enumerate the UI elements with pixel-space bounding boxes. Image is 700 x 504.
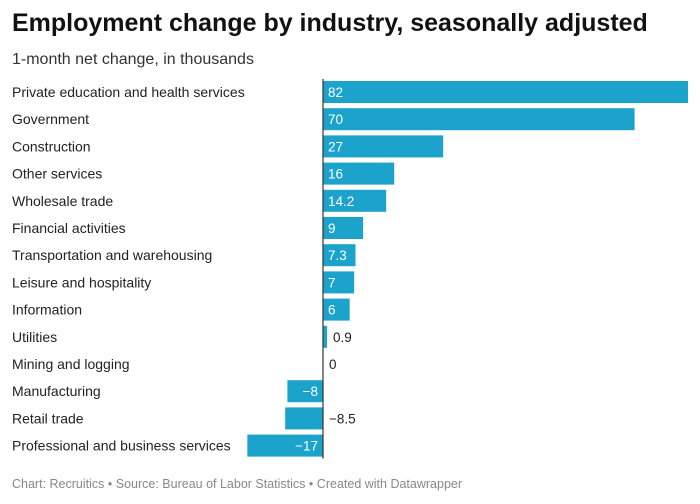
value-label-government: 70 — [328, 112, 343, 127]
category-label-leisure-and-hospitality: Leisure and hospitality — [12, 274, 151, 290]
value-label-leisure-and-hospitality: 7 — [328, 275, 336, 290]
category-label-financial-activities: Financial activities — [12, 220, 126, 236]
bar-utilities — [323, 325, 328, 348]
value-label-construction: 27 — [328, 139, 343, 154]
chart-footer: Chart: Recruitics • Source: Bureau of La… — [12, 477, 462, 491]
chart-subtitle: 1-month net change, in thousands — [12, 51, 254, 68]
footer-created-with: Created with Datawrapper — [316, 477, 463, 491]
category-label-mining-and-logging: Mining and logging — [12, 356, 130, 372]
bar-wholesale-trade — [323, 189, 387, 212]
value-label-financial-activities: 9 — [328, 221, 336, 236]
value-label-manufacturing: −8 — [303, 384, 318, 399]
category-label-professional-and-business-services: Professional and business services — [12, 438, 231, 454]
value-label-transportation-and-warehousing: 7.3 — [328, 248, 347, 263]
footer-separator: • — [308, 477, 314, 491]
bar-private-education-and-health-services — [323, 81, 688, 103]
bar-other-services — [323, 162, 395, 185]
footer-credit: Chart: Recruitics — [12, 477, 105, 491]
footer-source: Source: Bureau of Labor Statistics — [115, 477, 306, 491]
bar-leisure-and-hospitality — [323, 271, 355, 294]
bar-information — [323, 298, 350, 321]
category-label-wholesale-trade: Wholesale trade — [12, 193, 113, 209]
value-label-professional-and-business-services: −17 — [295, 439, 318, 454]
bar-financial-activities — [323, 217, 364, 239]
category-label-manufacturing: Manufacturing — [12, 383, 101, 399]
category-label-government: Government — [12, 111, 89, 127]
bar-chart: Private education and health services Gov… — [12, 79, 688, 459]
category-label-transportation-and-warehousing: Transportation and warehousing — [12, 247, 212, 263]
category-label-retail-trade: Retail trade — [12, 410, 84, 426]
category-label-other-services: Other services — [12, 166, 102, 182]
category-label-construction: Construction — [12, 138, 91, 154]
bars — [247, 81, 688, 457]
value-label-information: 6 — [328, 303, 336, 318]
chart-title: Employment change by industry, seasonall… — [12, 9, 648, 37]
bar-manufacturing — [287, 380, 323, 403]
bar-government — [323, 108, 635, 131]
value-label-wholesale-trade: 14.2 — [328, 194, 354, 209]
value-label-private-education-and-health-services: 82 — [328, 85, 343, 100]
bar-professional-and-business-services — [247, 434, 323, 457]
category-label-utilities: Utilities — [12, 329, 57, 345]
bar-retail-trade — [285, 407, 323, 430]
footer-separator: • — [107, 477, 113, 491]
value-label-utilities: 0.9 — [333, 330, 352, 345]
value-label-retail-trade: −8.5 — [329, 411, 356, 426]
category-labels: Private education and health services Gov… — [12, 84, 245, 454]
value-labels: 82 70 27 16 14.2 9 7.3 7 6 0.9 0 −8 −8.5 −17 — [295, 85, 356, 454]
value-label-other-services: 16 — [328, 167, 343, 182]
category-label-private-education-and-health-services: Private education and health services — [12, 84, 245, 100]
value-label-mining-and-logging: 0 — [329, 357, 337, 372]
category-label-information: Information — [12, 302, 82, 318]
bar-transportation-and-warehousing — [323, 244, 356, 267]
bar-construction — [323, 135, 444, 158]
